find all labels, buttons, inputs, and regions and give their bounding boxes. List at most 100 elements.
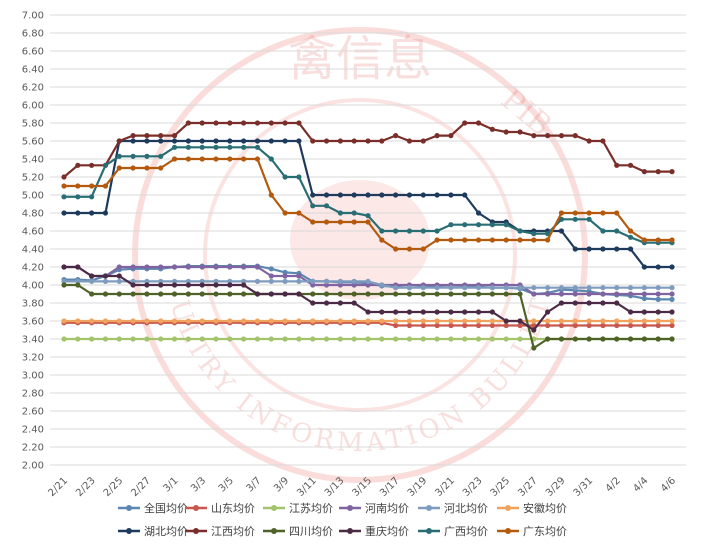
data-point — [75, 282, 81, 288]
data-point — [406, 192, 413, 198]
data-point — [586, 285, 592, 291]
data-point — [641, 295, 647, 302]
data-point — [171, 144, 178, 150]
data-point — [130, 336, 136, 342]
legend-swatch-marker — [347, 528, 353, 534]
legend-label: 广东均价 — [523, 525, 567, 538]
data-point — [393, 318, 399, 324]
data-point — [171, 291, 178, 297]
data-point — [213, 144, 219, 150]
data-point — [393, 322, 399, 329]
data-point — [171, 138, 178, 144]
data-point — [614, 210, 620, 216]
data-point — [130, 153, 136, 159]
data-point — [282, 210, 288, 216]
data-point — [282, 120, 288, 126]
data-point — [669, 322, 675, 329]
data-point — [627, 234, 634, 240]
data-point — [531, 318, 537, 324]
data-point — [669, 296, 675, 302]
watermark-outer-ring — [132, 27, 588, 483]
data-point — [144, 153, 150, 159]
data-point — [296, 318, 302, 324]
data-point — [310, 278, 316, 284]
data-point — [420, 291, 426, 297]
data-point — [517, 228, 523, 234]
data-point — [116, 291, 122, 297]
data-point — [462, 222, 468, 228]
data-point — [379, 192, 385, 198]
data-point — [586, 336, 592, 342]
data-point — [475, 322, 482, 329]
data-point — [213, 120, 219, 126]
data-point — [448, 322, 454, 329]
legend-swatch-marker — [347, 505, 353, 511]
data-point — [337, 219, 343, 225]
legend-item: 广西均价 — [418, 525, 488, 538]
data-point — [213, 282, 219, 288]
data-point — [558, 322, 565, 329]
data-point — [379, 291, 385, 297]
data-point — [545, 291, 551, 297]
data-point — [89, 318, 95, 324]
data-point — [102, 336, 109, 342]
data-point — [227, 318, 233, 324]
data-point — [75, 162, 81, 168]
data-point — [296, 138, 302, 144]
data-point — [503, 336, 509, 342]
x-tick-label: 3/11 — [295, 475, 319, 499]
data-point — [89, 183, 95, 189]
data-point — [310, 318, 316, 324]
data-point — [475, 318, 482, 324]
data-point — [545, 309, 551, 315]
data-point — [130, 291, 136, 297]
legend-item: 安徽均价 — [497, 501, 567, 515]
y-tick-label: 5.00 — [22, 191, 44, 202]
data-point — [365, 336, 371, 342]
y-tick-label: 6.00 — [22, 101, 44, 112]
data-point — [586, 318, 592, 324]
legend-label: 重庆均价 — [365, 524, 409, 538]
data-point — [199, 278, 205, 284]
data-point — [310, 282, 316, 288]
data-point — [545, 336, 551, 342]
data-point — [558, 228, 565, 234]
legend-swatch-marker — [505, 505, 511, 511]
x-tick-label: 3/29 — [544, 475, 568, 499]
data-point — [545, 133, 551, 139]
data-point — [448, 309, 454, 315]
data-point — [448, 336, 454, 342]
data-point — [448, 237, 454, 243]
data-point — [130, 318, 136, 324]
data-point — [655, 336, 661, 342]
data-point — [558, 210, 565, 216]
y-tick-label: 4.40 — [22, 245, 44, 256]
data-point — [268, 192, 274, 198]
legend-item: 全国均价 — [118, 501, 188, 515]
data-point — [434, 336, 440, 342]
data-point — [531, 285, 537, 291]
legend-item: 重庆均价 — [339, 524, 409, 538]
data-point — [655, 322, 661, 329]
data-point — [144, 291, 150, 297]
x-tick-label: 3/7 — [244, 475, 263, 494]
data-point — [379, 282, 385, 288]
data-point — [503, 285, 509, 291]
y-tick-label: 2.00 — [22, 461, 44, 472]
data-point — [268, 291, 274, 297]
legend-swatch-marker — [271, 528, 277, 534]
data-point — [171, 133, 178, 139]
data-point — [116, 336, 122, 342]
legend-label: 全国均价 — [144, 501, 188, 515]
data-point — [600, 336, 606, 342]
data-point — [600, 300, 606, 306]
data-point — [531, 291, 537, 297]
data-point — [641, 169, 647, 175]
legend-item: 河北均价 — [418, 502, 488, 515]
data-point — [462, 318, 468, 324]
data-point — [365, 318, 371, 324]
data-point — [669, 285, 675, 291]
data-point — [517, 322, 523, 329]
data-point — [199, 318, 205, 324]
